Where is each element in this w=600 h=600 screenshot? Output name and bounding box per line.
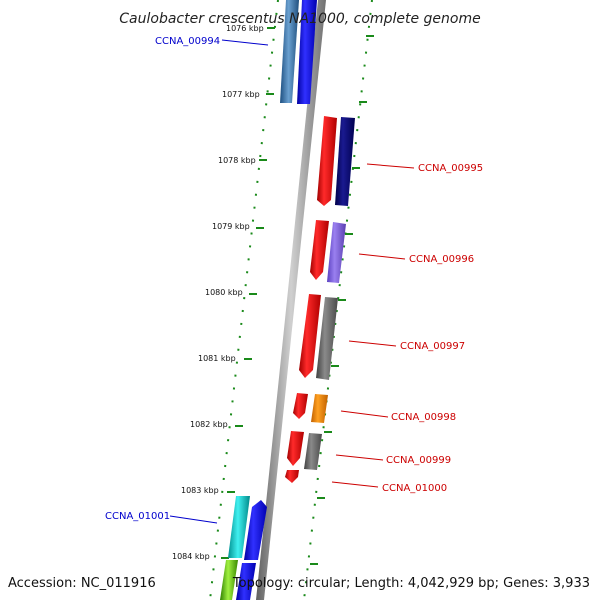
gene-label-ccna-00997[interactable]: CCNA_00997 <box>400 341 465 352</box>
kbp-label: 1077 kbp <box>222 90 260 99</box>
gene-label-ccna-01000[interactable]: CCNA_01000 <box>382 483 447 494</box>
gene-feature-ccna-00996-cog[interactable] <box>327 222 346 283</box>
gene-feature-ccna-00995-cog[interactable] <box>335 117 355 206</box>
gene-feature-ccna-01001-cog[interactable] <box>228 496 250 558</box>
map-title: Caulobacter crescentus NA1000, complete … <box>119 11 480 27</box>
gene-feature-next-cog[interactable] <box>220 560 238 600</box>
kbp-label: 1084 kbp <box>172 552 210 561</box>
gene-feature-ccna-00997-cog[interactable] <box>316 297 338 380</box>
leader-line-ccna-00995 <box>366 163 415 169</box>
kbp-ticks <box>221 27 275 559</box>
gene-label-ccna-00994[interactable]: CCNA_00994 <box>155 36 220 47</box>
gene-label-ccna-00995[interactable]: CCNA_00995 <box>418 163 483 174</box>
kbp-label: 1076 kbp <box>226 24 264 33</box>
leader-line-ccna-00996 <box>358 253 406 260</box>
gene-feature-ccna-00994-cog[interactable] <box>280 0 299 103</box>
gene-label-ccna-01001[interactable]: CCNA_01001 <box>105 511 170 522</box>
gene-feature-ccna-01000[interactable] <box>285 470 299 483</box>
outer-ticks <box>310 35 374 565</box>
gene-feature-ccna-00996[interactable] <box>310 220 329 280</box>
leader-line-ccna-00999 <box>335 454 384 461</box>
leader-line-ccna-00997 <box>348 340 397 347</box>
kbp-label: 1079 kbp <box>212 222 250 231</box>
gene-feature-ccna-00998-cog[interactable] <box>311 394 328 423</box>
gene-feature-ccna-00999-cog[interactable] <box>304 433 322 470</box>
topology-summary: Topology: circular; Length: 4,042,929 bp… <box>232 576 590 591</box>
gene-feature-ccna-00994[interactable] <box>297 0 317 104</box>
leader-line-ccna-00994 <box>221 39 269 46</box>
gene-feature-ccna-01001[interactable] <box>244 500 267 560</box>
kbp-label: 1078 kbp <box>218 156 256 165</box>
gene-label-ccna-00996[interactable]: CCNA_00996 <box>409 254 474 265</box>
gene-label-ccna-00999[interactable]: CCNA_00999 <box>386 455 451 466</box>
kbp-label: 1083 kbp <box>181 486 219 495</box>
gene-feature-ccna-00997[interactable] <box>299 294 321 378</box>
kbp-label: 1082 kbp <box>190 420 228 429</box>
gene-feature-next[interactable] <box>236 563 256 600</box>
leader-line-ccna-00998 <box>340 410 389 418</box>
kbp-label: 1080 kbp <box>205 288 243 297</box>
gene-feature-ccna-00998[interactable] <box>293 393 308 419</box>
gene-label-ccna-00998[interactable]: CCNA_00998 <box>391 412 456 423</box>
accession-label: Accession: NC_011916 <box>8 576 156 591</box>
gene-feature-ccna-00999[interactable] <box>287 431 304 466</box>
kbp-label: 1081 kbp <box>198 354 236 363</box>
backbone-ring <box>256 0 326 600</box>
leader-line-ccna-01001 <box>169 515 218 524</box>
gene-feature-ccna-00995[interactable] <box>317 116 337 206</box>
leader-line-ccna-01000 <box>331 481 379 488</box>
